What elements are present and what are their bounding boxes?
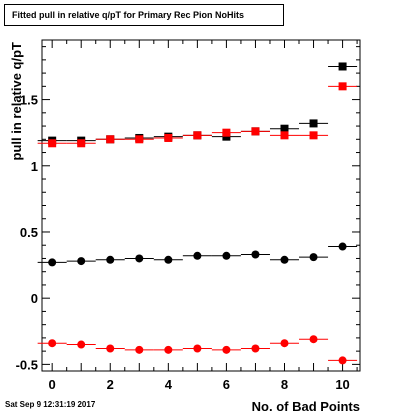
data-point-square	[309, 119, 318, 128]
chart-title: Fitted pull in relative q/pT for Primary…	[4, 4, 284, 26]
data-point-square	[77, 139, 86, 148]
y-tick-label: -0.5	[16, 357, 38, 372]
chart-title-text: Fitted pull in relative q/pT for Primary…	[12, 10, 245, 20]
data-point-square	[164, 133, 173, 142]
data-point-square	[222, 128, 231, 137]
data-point-circle	[164, 255, 173, 264]
data-point-circle	[222, 251, 231, 260]
data-point-square	[280, 131, 289, 140]
x-tick-label: 4	[165, 377, 173, 392]
data-point-circle	[48, 339, 57, 348]
x-axis-label: No. of Bad Points	[252, 399, 360, 414]
data-point-circle	[193, 344, 202, 353]
data-point-circle	[222, 345, 231, 354]
y-tick-label: 0.5	[20, 225, 38, 240]
plot-frame	[41, 39, 361, 372]
data-point-square	[309, 131, 318, 140]
y-axis-label: pull in relative q/pT	[9, 42, 24, 161]
data-point-circle	[77, 257, 86, 266]
data-point-circle	[48, 258, 57, 267]
x-tick-label: 6	[223, 377, 230, 392]
data-point-circle	[164, 345, 173, 354]
data-point-circle	[338, 242, 347, 251]
x-tick-label: 8	[281, 377, 288, 392]
data-point-square	[106, 135, 115, 144]
data-point-circle	[338, 356, 347, 365]
data-point-circle	[106, 344, 115, 353]
y-tick-label: 1	[31, 159, 38, 174]
y-tick-label: 0	[31, 291, 38, 306]
data-point-circle	[309, 253, 318, 262]
y-tick-label: 1.5	[20, 93, 38, 108]
data-point-circle	[135, 254, 144, 263]
data-point-circle	[193, 251, 202, 260]
data-point-square	[48, 139, 57, 148]
x-tick-label: 2	[107, 377, 114, 392]
data-point-square	[251, 127, 260, 136]
data-point-circle	[106, 255, 115, 264]
axis-ticks: 0 2 4 6 8 10 -0.5 0 0.5 1 1.5	[16, 40, 360, 392]
data-point-square	[135, 135, 144, 144]
data-point-square	[280, 124, 289, 133]
timestamp: Sat Sep 9 12:31:19 2017	[5, 400, 96, 409]
data-marks	[37, 62, 358, 365]
x-tick-label: 10	[335, 377, 349, 392]
x-tick-label: 0	[49, 377, 56, 392]
data-point-square	[338, 82, 347, 91]
data-point-circle	[280, 255, 289, 264]
data-point-circle	[251, 250, 260, 259]
data-point-square	[338, 62, 347, 71]
data-point-circle	[135, 345, 144, 354]
data-point-circle	[77, 340, 86, 349]
data-point-circle	[251, 344, 260, 353]
data-point-square	[193, 131, 202, 140]
data-point-circle	[280, 339, 289, 348]
data-point-circle	[309, 335, 318, 344]
